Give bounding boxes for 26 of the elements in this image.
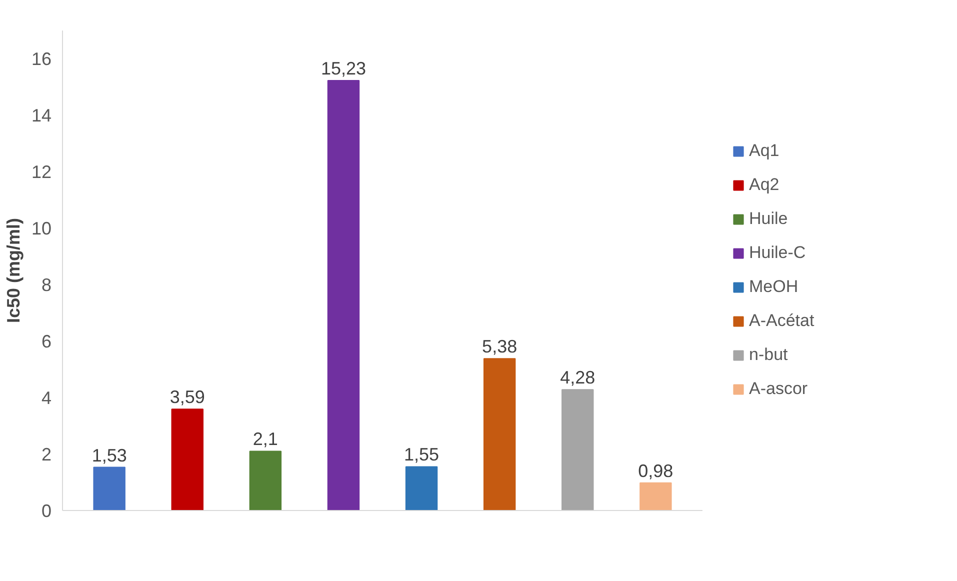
y-tick-label: 4	[41, 388, 52, 408]
y-tick-label: 16	[31, 49, 52, 70]
data-label: 0,98	[638, 460, 674, 481]
data-label: 1,53	[92, 445, 127, 466]
legend-label: Huile-C	[749, 243, 806, 263]
data-label: 2,1	[252, 429, 278, 450]
y-tick-label: 14	[31, 106, 52, 126]
y-axis-title: Ic50 (mg/ml)	[3, 218, 24, 324]
legend-label: Huile	[749, 209, 788, 229]
legend-label: Aq1	[749, 141, 780, 161]
data-label: 3,59	[170, 387, 205, 408]
y-tick-label: 12	[31, 162, 52, 182]
legend-label: n-but	[749, 345, 788, 365]
legend-label: A-Acétat	[749, 311, 814, 331]
y-tick-label: 10	[31, 218, 52, 239]
data-label: 4,28	[560, 368, 596, 388]
legend-label: MeOH	[749, 277, 798, 297]
y-tick-label: 2	[41, 444, 52, 465]
legend-label: Aq2	[749, 175, 780, 195]
data-label: 5,38	[482, 336, 518, 357]
data-label: 15,23	[320, 58, 366, 78]
y-tick-label: 0	[41, 501, 52, 521]
legend-label: A-ascor	[749, 379, 808, 399]
data-label: 1,55	[404, 444, 440, 465]
y-tick-label: 6	[41, 332, 52, 352]
y-tick-label: 8	[41, 275, 52, 296]
